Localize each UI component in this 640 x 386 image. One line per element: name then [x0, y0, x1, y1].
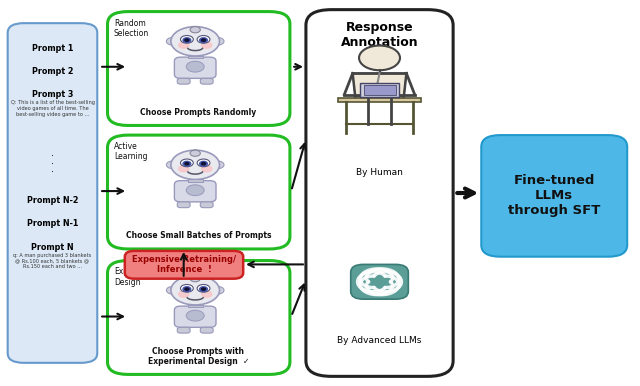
Circle shape: [185, 163, 189, 165]
FancyBboxPatch shape: [174, 306, 216, 327]
Text: Prompt 2: Prompt 2: [32, 67, 73, 76]
Circle shape: [171, 150, 220, 179]
Circle shape: [186, 310, 204, 321]
Text: Prompt 3: Prompt 3: [32, 90, 73, 99]
FancyBboxPatch shape: [481, 135, 627, 257]
Text: Experimental
Design: Experimental Design: [114, 267, 165, 287]
Text: Prompt N-1: Prompt N-1: [27, 219, 78, 229]
Circle shape: [183, 161, 191, 166]
Circle shape: [211, 161, 224, 169]
Circle shape: [185, 288, 189, 290]
Circle shape: [211, 37, 224, 45]
Circle shape: [185, 39, 189, 41]
Text: Expensive Retraining/
Inference  !: Expensive Retraining/ Inference !: [132, 255, 236, 274]
Circle shape: [179, 291, 189, 297]
FancyBboxPatch shape: [125, 251, 243, 279]
Text: ·
·
·: · · ·: [51, 151, 54, 178]
FancyBboxPatch shape: [174, 57, 216, 78]
Circle shape: [166, 286, 179, 294]
Circle shape: [190, 150, 200, 156]
FancyBboxPatch shape: [364, 85, 396, 95]
Text: Response
Annotation: Response Annotation: [340, 21, 419, 49]
Circle shape: [166, 37, 179, 45]
Text: Active
Learning: Active Learning: [114, 142, 147, 161]
FancyBboxPatch shape: [188, 56, 203, 58]
FancyBboxPatch shape: [108, 12, 290, 125]
Circle shape: [190, 27, 200, 33]
Text: By Advanced LLMs: By Advanced LLMs: [337, 336, 422, 345]
Circle shape: [186, 61, 204, 72]
FancyBboxPatch shape: [188, 179, 203, 182]
Text: Fine-tuned
LLMs
through SFT: Fine-tuned LLMs through SFT: [508, 174, 600, 217]
FancyBboxPatch shape: [338, 98, 421, 102]
Circle shape: [183, 38, 191, 42]
FancyBboxPatch shape: [200, 78, 213, 84]
Circle shape: [202, 163, 205, 165]
Circle shape: [180, 159, 193, 167]
Circle shape: [202, 291, 212, 297]
Text: By Human: By Human: [356, 168, 403, 177]
Text: q: A man purchased 3 blankets
@ Rs.100 each, 5 blankets @
Rs.150 each and two ..: q: A man purchased 3 blankets @ Rs.100 e…: [13, 253, 92, 269]
FancyBboxPatch shape: [108, 135, 290, 249]
FancyBboxPatch shape: [351, 264, 408, 299]
Text: Choose Small Batches of Prompts: Choose Small Batches of Prompts: [125, 231, 271, 240]
Circle shape: [374, 278, 385, 285]
Circle shape: [180, 284, 193, 292]
Circle shape: [200, 287, 207, 291]
FancyBboxPatch shape: [177, 78, 190, 84]
Circle shape: [171, 27, 220, 56]
Circle shape: [211, 286, 224, 294]
Circle shape: [183, 287, 191, 291]
Circle shape: [190, 276, 200, 282]
Circle shape: [197, 284, 210, 292]
Text: Choose Prompts Randomly: Choose Prompts Randomly: [140, 108, 257, 117]
Circle shape: [197, 36, 210, 43]
Text: Prompt 1: Prompt 1: [32, 44, 73, 53]
FancyBboxPatch shape: [174, 181, 216, 202]
FancyBboxPatch shape: [8, 23, 97, 363]
Text: Prompt N-2: Prompt N-2: [27, 196, 78, 205]
Circle shape: [202, 166, 212, 172]
Polygon shape: [353, 73, 406, 96]
Circle shape: [186, 185, 204, 196]
Circle shape: [166, 161, 179, 169]
Circle shape: [179, 42, 189, 48]
Circle shape: [359, 46, 400, 70]
Circle shape: [179, 166, 189, 172]
Circle shape: [197, 159, 210, 167]
FancyBboxPatch shape: [177, 327, 190, 333]
FancyBboxPatch shape: [108, 261, 290, 374]
FancyBboxPatch shape: [306, 10, 453, 376]
FancyBboxPatch shape: [360, 83, 399, 97]
Circle shape: [180, 36, 193, 43]
Text: Choose Prompts with
Experimental Design  ✓: Choose Prompts with Experimental Design …: [148, 347, 249, 366]
FancyBboxPatch shape: [177, 202, 190, 208]
Circle shape: [202, 288, 205, 290]
Circle shape: [202, 39, 205, 41]
Circle shape: [200, 38, 207, 42]
Circle shape: [171, 276, 220, 305]
FancyBboxPatch shape: [200, 327, 213, 333]
Circle shape: [202, 42, 212, 48]
Text: Random
Selection: Random Selection: [114, 19, 149, 38]
Text: Q: This is a list of the best-selling
video games of all time. The
best-selling : Q: This is a list of the best-selling vi…: [10, 100, 95, 117]
Text: Prompt N: Prompt N: [31, 242, 74, 252]
FancyBboxPatch shape: [200, 202, 213, 208]
Circle shape: [200, 161, 207, 166]
FancyBboxPatch shape: [188, 305, 203, 307]
